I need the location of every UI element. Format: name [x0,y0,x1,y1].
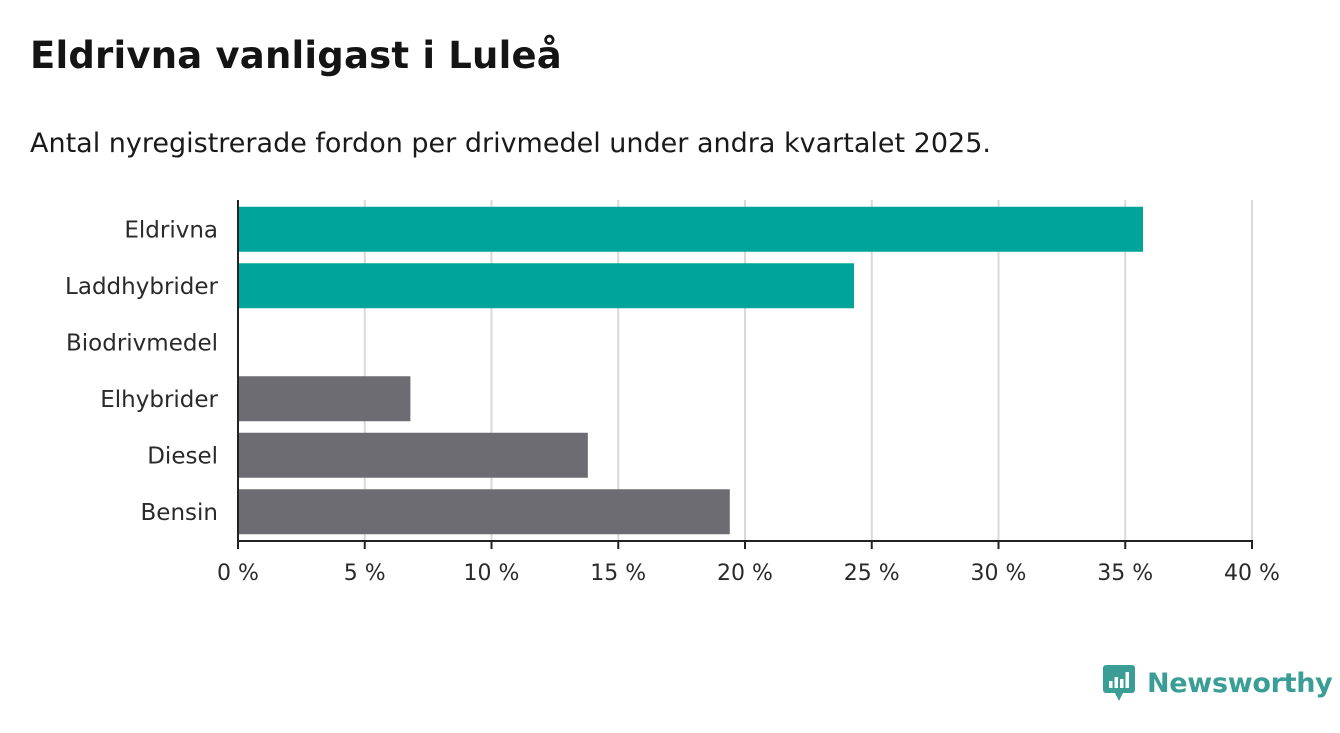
category-label-biodrivmedel: Biodrivmedel [66,330,218,356]
x-tick-label-1: 5 % [344,561,386,586]
x-tick-label-5: 25 % [844,561,900,586]
grid-lines [363,200,1253,541]
category-labels: Eldrivna Laddhybrider Biodrivmedel Elhybrid… [65,217,218,526]
bars [238,206,1143,535]
bar-diesel [238,432,588,478]
brand-name: Newsworthy [1147,667,1333,699]
category-label-laddhybrider: Laddhybrider [65,274,218,300]
category-label-eldrivna: Eldrivna [124,217,218,243]
x-axis: 0 % 5 % 10 % 15 % 20 % 25 % 30 % 35 % 40 % [217,200,1280,586]
x-tick-label-6: 30 % [971,561,1027,586]
chart-title: Eldrivna vanligast i Luleå [30,34,562,77]
category-label-diesel: Diesel [147,443,218,469]
newsworthy-logo-icon [1103,665,1135,701]
x-tick-label-2: 10 % [464,561,520,586]
category-label-elhybrider: Elhybrider [100,387,218,413]
x-tick-label-3: 15 % [590,561,646,586]
chart-subtitle: Antal nyregistrerade fordon per drivmede… [30,128,991,159]
brand-logo: Newsworthy [1102,661,1333,705]
bar-bensin [238,489,730,535]
x-tick-label-8: 40 % [1224,561,1280,586]
bar-elhybrider [238,376,411,422]
bar-eldrivna [238,206,1143,252]
category-label-bensin: Bensin [141,500,218,526]
x-tick-label-7: 35 % [1097,561,1153,586]
x-tick-label-0: 0 % [217,561,259,586]
x-tick-label-4: 20 % [717,561,773,586]
bar-laddhybrider [238,263,855,309]
